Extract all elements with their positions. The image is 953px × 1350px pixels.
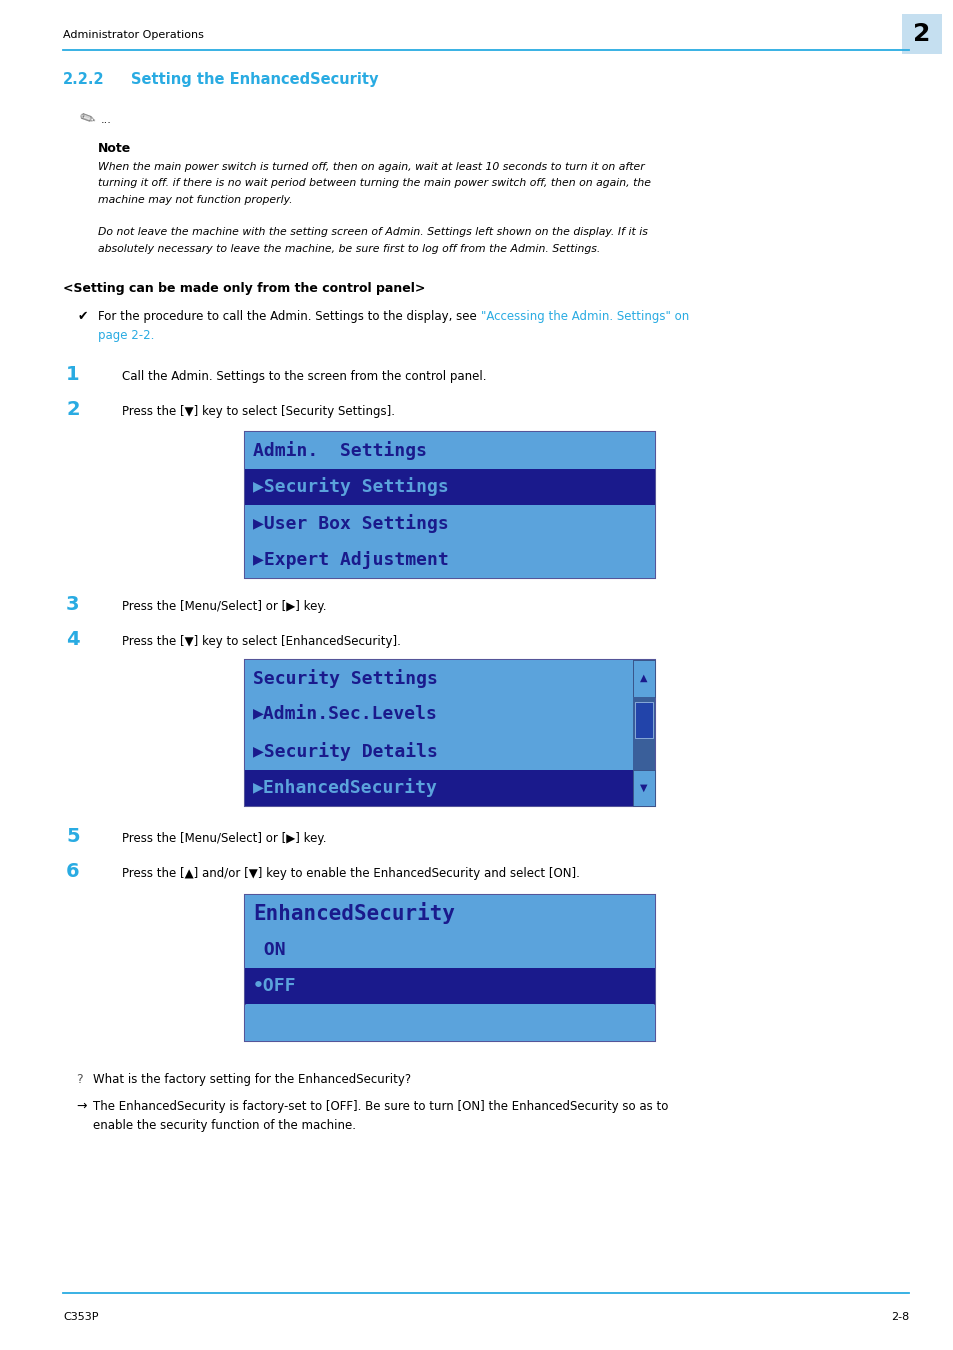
Text: Call the Admin. Settings to the screen from the control panel.: Call the Admin. Settings to the screen f… — [122, 370, 486, 383]
Bar — [245, 505, 655, 541]
Bar — [635, 702, 652, 738]
Text: Press the [▲] and/or [▼] key to enable the EnhancedSecurity and select [ON].: Press the [▲] and/or [▼] key to enable t… — [122, 867, 579, 880]
Text: page 2-2.: page 2-2. — [98, 329, 154, 342]
Bar — [245, 432, 655, 578]
Text: "Accessing the Admin. Settings" on: "Accessing the Admin. Settings" on — [480, 310, 688, 323]
Bar — [633, 660, 655, 697]
Bar — [901, 14, 941, 54]
Bar — [245, 931, 655, 968]
Text: ▶Expert Adjustment: ▶Expert Adjustment — [253, 551, 448, 568]
Text: Setting the EnhancedSecurity: Setting the EnhancedSecurity — [131, 72, 378, 86]
Text: C353P: C353P — [63, 1312, 98, 1322]
Text: Press the [▼] key to select [Security Settings].: Press the [▼] key to select [Security Se… — [122, 405, 395, 418]
Text: machine may not function properly.: machine may not function properly. — [98, 194, 293, 205]
Text: ▶EnhancedSecurity: ▶EnhancedSecurity — [253, 778, 437, 798]
Text: Administrator Operations: Administrator Operations — [63, 30, 204, 40]
Bar — [633, 769, 655, 806]
Text: ✏: ✏ — [76, 108, 98, 131]
Bar — [245, 895, 655, 932]
Bar — [245, 697, 633, 733]
Text: ...: ... — [101, 115, 112, 126]
Text: Security Settings: Security Settings — [253, 668, 437, 687]
Text: Admin.  Settings: Admin. Settings — [253, 440, 427, 460]
Text: ▶User Box Settings: ▶User Box Settings — [253, 514, 448, 533]
Text: 4: 4 — [66, 630, 79, 649]
Text: Press the [▼] key to select [EnhancedSecurity].: Press the [▼] key to select [EnhancedSec… — [122, 634, 400, 648]
Bar — [245, 968, 655, 1004]
Text: ✔: ✔ — [78, 310, 89, 323]
Text: Press the [Menu/Select] or [▶] key.: Press the [Menu/Select] or [▶] key. — [122, 599, 326, 613]
Text: 2.2.2: 2.2.2 — [63, 72, 105, 86]
Text: <Setting can be made only from the control panel>: <Setting can be made only from the contr… — [63, 282, 425, 296]
Bar — [245, 895, 655, 1041]
Text: enable the security function of the machine.: enable the security function of the mach… — [92, 1119, 355, 1133]
Text: ?: ? — [76, 1073, 83, 1085]
Text: absolutely necessary to leave the machine, be sure first to log off from the Adm: absolutely necessary to leave the machin… — [98, 243, 599, 254]
Bar — [245, 1004, 655, 1041]
Text: Do not leave the machine with the setting screen of Admin. Settings left shown o: Do not leave the machine with the settin… — [98, 227, 647, 238]
Text: •OFF: •OFF — [253, 977, 296, 995]
Text: For the procedure to call the Admin. Settings to the display, see: For the procedure to call the Admin. Set… — [98, 310, 480, 323]
Bar — [245, 733, 633, 770]
Bar — [633, 697, 655, 770]
Text: →: → — [76, 1100, 87, 1112]
Text: turning it off. if there is no wait period between turning the main power switch: turning it off. if there is no wait peri… — [98, 178, 650, 189]
Bar — [245, 660, 655, 806]
Text: ON: ON — [253, 941, 285, 958]
Bar — [245, 769, 633, 806]
Text: 2-8: 2-8 — [890, 1312, 908, 1322]
Text: EnhancedSecurity: EnhancedSecurity — [253, 902, 455, 925]
Text: ▶Security Settings: ▶Security Settings — [253, 478, 448, 497]
Bar — [633, 660, 655, 806]
Text: Press the [Menu/Select] or [▶] key.: Press the [Menu/Select] or [▶] key. — [122, 832, 326, 845]
Text: 1: 1 — [66, 364, 79, 383]
Text: ▲: ▲ — [639, 674, 647, 683]
Text: 5: 5 — [66, 828, 79, 846]
Text: What is the factory setting for the EnhancedSecurity?: What is the factory setting for the Enha… — [92, 1073, 411, 1085]
Text: ▼: ▼ — [639, 783, 647, 792]
Bar — [245, 541, 655, 578]
Text: 3: 3 — [66, 595, 79, 614]
Bar — [245, 660, 633, 697]
Text: Note: Note — [98, 142, 132, 155]
Text: ▶Security Details: ▶Security Details — [253, 741, 437, 761]
Text: When the main power switch is turned off, then on again, wait at least 10 second: When the main power switch is turned off… — [98, 162, 644, 171]
Text: 6: 6 — [66, 863, 79, 882]
Text: ▶Admin.Sec.Levels: ▶Admin.Sec.Levels — [253, 706, 437, 724]
Text: The EnhancedSecurity is factory-set to [OFF]. Be sure to turn [ON] the EnhancedS: The EnhancedSecurity is factory-set to [… — [92, 1100, 668, 1112]
Text: 2: 2 — [66, 400, 79, 418]
Bar — [245, 468, 655, 505]
Text: 2: 2 — [912, 22, 930, 46]
Bar — [245, 432, 655, 468]
